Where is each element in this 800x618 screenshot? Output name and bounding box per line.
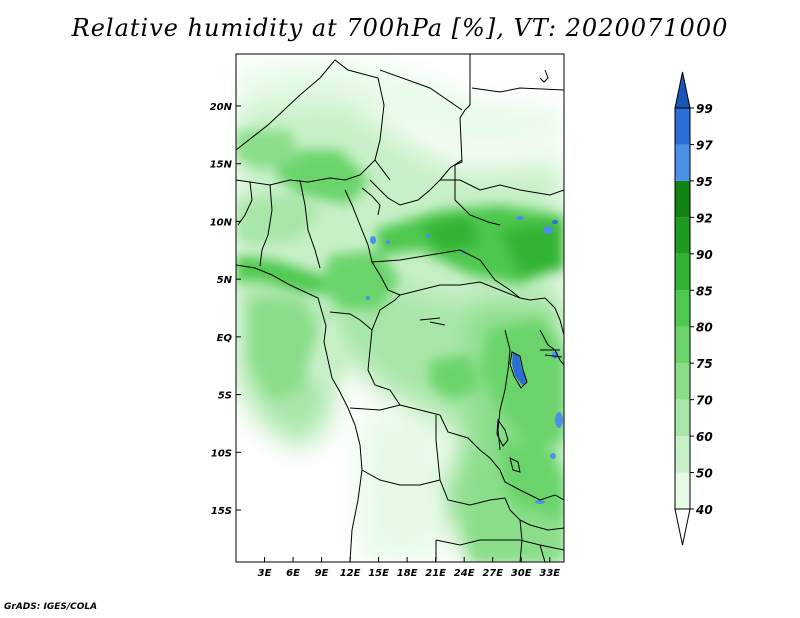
colorbar-label: 60 [696, 430, 713, 444]
lon-tick-label: 27E [482, 568, 503, 579]
colorbar: 40 50 60 70 75 80 85 90 92 95 97 99 [674, 71, 713, 546]
colorbar-frame [674, 107, 691, 510]
lon-tick-label: 33E [539, 568, 560, 579]
lat-tick-label: EQ [217, 333, 233, 344]
lat-tick-label: 20N [210, 102, 233, 113]
lon-tick-label: 12E [340, 568, 361, 579]
colorbar-label: 75 [696, 357, 713, 371]
colorbar-label: 90 [696, 248, 713, 262]
colorbar-segment [675, 472, 690, 509]
lat-tick-label: 15S [211, 506, 232, 517]
colorbar-label: 80 [696, 321, 713, 335]
colorbar-label: 99 [696, 102, 713, 116]
chart-title: Relative humidity at 700hPa [%], VT: 202… [71, 14, 729, 42]
lon-tick-label: 21E [425, 568, 446, 579]
colorbar-segment [675, 290, 690, 327]
colorbar-segment [675, 436, 690, 473]
colorbar-upper-arrow [674, 71, 691, 109]
longitude-ticks: 3E 6E 9E 12E 15E 18E 21E 24E 27E 30E 33E [258, 557, 560, 579]
colorbar-segment [675, 217, 690, 254]
colorbar-label: 50 [696, 467, 713, 481]
colorbar-segment [675, 180, 690, 218]
latitude-ticks: 20N 15N 10N 5N EQ 5S 10S 15S [210, 102, 241, 517]
lon-tick-label: 6E [286, 568, 300, 579]
lat-tick-label: 10S [211, 448, 232, 459]
lon-tick-label: 15E [368, 568, 389, 579]
lon-tick-label: 9E [315, 568, 329, 579]
colorbar-segment [675, 144, 690, 181]
colorbar-segment [675, 363, 690, 400]
lon-tick-label: 18E [397, 568, 418, 579]
colorbar-segment [675, 326, 690, 364]
lon-tick-label: 3E [258, 568, 272, 579]
lat-tick-label: 10N [210, 217, 233, 228]
lat-tick-label: 15N [210, 160, 233, 171]
colorbar-segment [675, 399, 690, 437]
grads-credit: GrADS: IGES/COLA [4, 602, 98, 612]
colorbar-label: 70 [696, 394, 713, 408]
lat-tick-label: 5N [217, 275, 233, 286]
lon-tick-label: 30E [511, 568, 532, 579]
plot-frame [235, 53, 565, 563]
colorbar-label: 92 [696, 211, 713, 225]
lat-tick-label: 5S [218, 391, 232, 402]
colorbar-label: 85 [696, 284, 713, 298]
colorbar-label: 40 [695, 503, 713, 517]
colorbar-label: 95 [696, 175, 713, 189]
colorbar-lower-arrow [674, 508, 691, 546]
colorbar-segment [675, 108, 690, 145]
colorbar-segment [675, 253, 690, 291]
colorbar-label: 97 [696, 138, 713, 152]
country-borders [236, 54, 564, 562]
lon-tick-label: 24E [454, 568, 475, 579]
